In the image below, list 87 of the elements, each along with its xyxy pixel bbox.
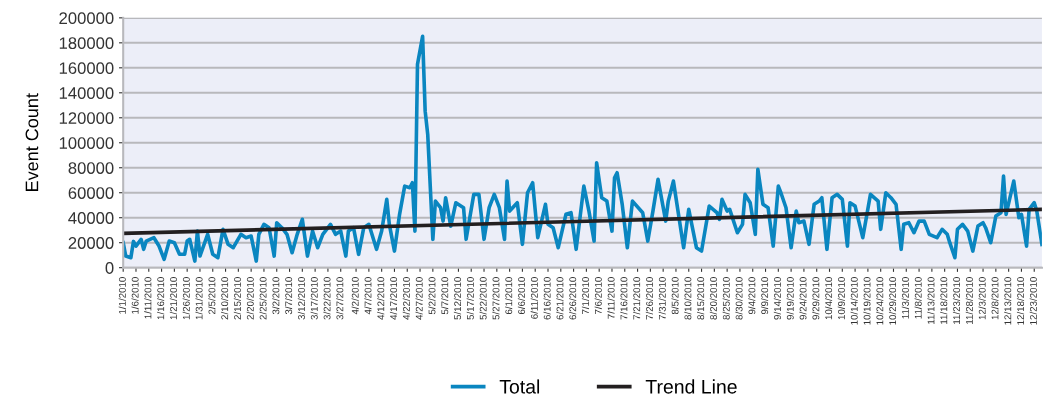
x-tick-label: 1/6/2010: [131, 277, 139, 314]
x-tick-label: 5/12/2010: [453, 277, 462, 320]
x-tick-label: 3/2/2010: [272, 277, 280, 315]
y-tick-label: 200000: [59, 12, 114, 25]
x-tick-label: 11/18/2010: [940, 277, 948, 324]
x-tick-label: 1/16/2010: [157, 277, 165, 320]
x-tick-label: 9/19/2010: [786, 277, 794, 320]
x-tick-label: 8/10/2010: [684, 277, 692, 320]
x-tick-label: 11/8/2010: [914, 277, 922, 319]
x-tick-label: 9/14/2010: [773, 277, 781, 320]
x-tick-label: 4/2/2010: [351, 277, 359, 315]
x-tick-label: 2/5/2010: [208, 277, 216, 315]
x-tick-label: 12/13/2010: [1004, 277, 1012, 325]
x-tick-label: 7/1/2010: [581, 277, 589, 315]
x-tick-label: 8/15/2010: [697, 277, 705, 320]
x-tick-label: 2/20/2010: [246, 277, 254, 320]
x-tick-label: 12/8/2010: [991, 277, 999, 320]
x-tick-label: 2/25/2010: [259, 277, 267, 320]
x-tick-label: 4/27/2010: [415, 277, 423, 320]
x-tick-label: 9/24/2010: [799, 277, 807, 320]
x-tick-label: 12/3/2010: [978, 277, 986, 320]
x-tick-label: 6/16/2010: [543, 277, 551, 320]
x-tick-label: 6/1/2010: [505, 277, 513, 315]
x-tick-label: 1/1/2010: [118, 277, 126, 314]
x-tick-label: 11/23/2010: [952, 277, 961, 324]
x-tick-label: 6/26/2010: [569, 277, 577, 320]
x-tick-label: 6/6/2010: [517, 277, 526, 315]
y-tick-label: 60000: [68, 187, 114, 199]
x-tick-label: 7/31/2010: [658, 277, 666, 320]
x-tick-label: 5/7/2010: [441, 277, 449, 315]
x-tick-label: 4/12/2010: [377, 277, 385, 320]
x-tick-label: 5/2/2010: [428, 277, 436, 315]
x-tick-label: 6/11/2010: [530, 277, 538, 319]
y-tick-label: 20000: [68, 237, 114, 249]
y-tick-label: 40000: [68, 212, 114, 224]
y-tick-label: 180000: [59, 37, 114, 50]
x-tick-label: 11/3/2010: [901, 277, 909, 319]
y-tick-label: 80000: [68, 162, 114, 174]
x-tick-label: 10/14/2010: [850, 277, 858, 325]
x-tick-label: 6/21/2010: [556, 277, 564, 320]
x-tick-label: 11/13/2010: [927, 277, 935, 324]
x-tick-label: 1/26/2010: [182, 277, 190, 320]
x-tick-label: 7/16/2010: [620, 277, 628, 320]
x-tick-label: 8/5/2010: [671, 277, 679, 315]
x-tick-label: 9/29/2010: [812, 277, 820, 320]
x-tick-label: 11/28/2010: [965, 277, 973, 324]
x-tick-label: 12/23/2010: [1029, 277, 1037, 325]
x-tick-label: 4/22/2010: [402, 277, 410, 320]
x-tick-label: 9/9/2010: [761, 277, 769, 315]
x-tick-label: 10/29/2010: [888, 277, 897, 325]
x-tick-label: 3/7/2010: [285, 277, 293, 315]
x-tick-label: 10/24/2010: [876, 277, 884, 325]
x-tick-label: 7/6/2010: [594, 277, 602, 315]
x-tick-label: 3/17/2010: [310, 277, 318, 320]
x-tick-label: 5/27/2010: [492, 277, 500, 320]
y-tick-label: 120000: [59, 112, 114, 124]
x-tick-label: 7/11/2010: [607, 277, 615, 319]
x-tick-label: 12/18/2010: [1016, 277, 1025, 325]
x-tick-label: 9/4/2010: [748, 277, 756, 315]
x-tick-label: 4/17/2010: [389, 277, 398, 320]
y-tick-label: 140000: [59, 87, 114, 99]
x-tick-label: 8/25/2010: [722, 277, 730, 320]
line-series: [123, 34, 1042, 263]
y-tick-label: 0: [105, 262, 114, 274]
x-tick-label: 10/19/2010: [863, 277, 871, 325]
y-axis-title: Event Count: [25, 93, 39, 191]
legend-label: Trend Line: [645, 379, 737, 394]
x-tick-label: 2/15/2010: [233, 277, 241, 320]
x-tick-label: 10/4/2010: [824, 277, 833, 320]
x-tick-label: 5/17/2010: [466, 277, 474, 320]
x-tick-label: 1/11/2010: [144, 277, 152, 319]
x-tick-label: 8/20/2010: [709, 277, 717, 320]
x-tick-label: 10/9/2010: [837, 277, 845, 320]
y-tick-label: 100000: [59, 137, 114, 149]
x-tick-label: 1/21/2010: [169, 277, 177, 320]
y-tick-label: 160000: [59, 62, 114, 75]
legend-label: Total: [499, 379, 540, 394]
x-tick-label: 8/30/2010: [735, 277, 743, 320]
x-tick-label: 4/7/2010: [364, 277, 372, 315]
x-tick-label: 3/22/2010: [323, 277, 331, 320]
x-tick-label: 5/22/2010: [479, 277, 487, 320]
x-tick-label: 3/27/2010: [336, 277, 344, 320]
x-tick-label: 7/26/2010: [645, 277, 653, 320]
x-tick-label: 7/21/2010: [633, 277, 641, 320]
x-tick-label: 3/12/2010: [297, 277, 305, 320]
x-tick-label: 2/10/2010: [221, 277, 229, 320]
x-tick-label: 1/31/2010: [195, 277, 203, 320]
